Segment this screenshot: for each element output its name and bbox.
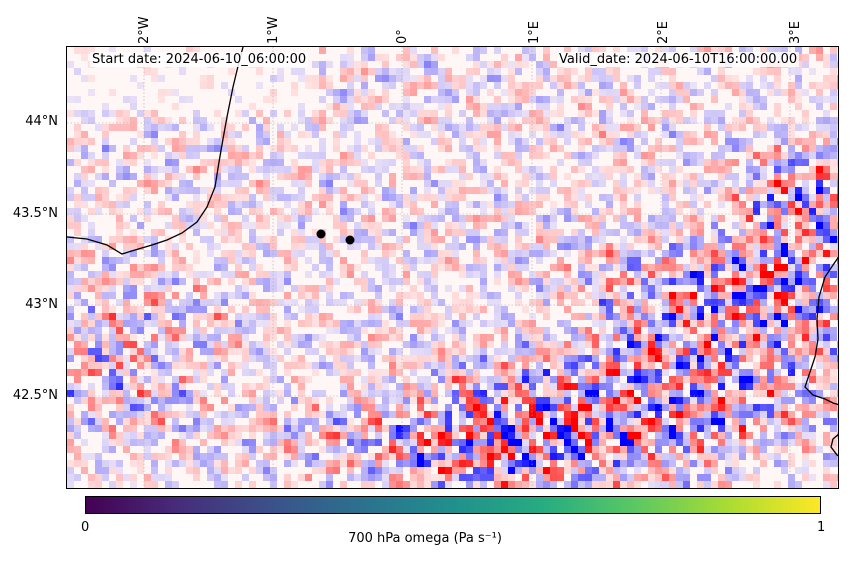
lat-tick-43n: 43°N [25,297,58,312]
lat-tick-43-5n: 43.5°N [12,206,58,221]
map-panel [66,46,839,489]
lon-tick-2w: 2°W [137,16,152,44]
lon-tick-2e: 2°E [656,21,671,44]
valid-date-label: Valid_date: 2024-06-10T16:00:00.00 [557,52,800,67]
lat-tick-44n: 44°N [25,114,58,129]
colorbar-title: 700 hPa omega (Pa s⁻¹) [348,531,502,546]
lat-tick-42-5n: 42.5°N [12,388,58,403]
lon-tick-0: 0° [395,29,410,44]
lon-tick-1e: 1°E [527,21,542,44]
coastline-bay-of-biscay [67,47,244,255]
colorbar-min-label: 0 [81,520,90,535]
lon-tick-1w: 1°W [266,16,281,44]
colorbar [85,496,821,514]
start-date-label: Start date: 2024-06-10_06:00:00 [90,52,309,67]
marker-point-1 [316,229,326,239]
lon-tick-3e: 3°E [788,21,803,44]
coastline-lower-right [830,433,838,457]
marker-point-2 [345,235,355,245]
coastline-mediterranean [804,256,838,406]
colorbar-max-label: 1 [817,520,826,535]
omega-field-map [67,47,838,488]
